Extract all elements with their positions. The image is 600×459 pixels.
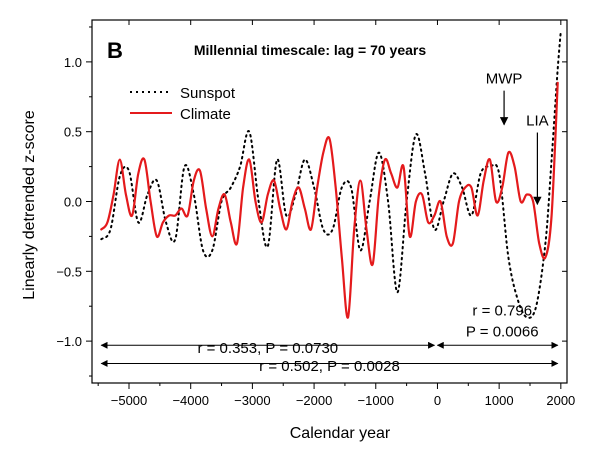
series-line-sunspot (100, 30, 562, 319)
x-tick-label: 2000 (546, 393, 575, 408)
annotation-label: r = 0.353, P = 0.0730 (197, 340, 338, 357)
annotation-label: P = 0.0066 (466, 323, 539, 340)
x-tick-label: 1000 (485, 393, 514, 408)
y-tick-label: −1.0 (56, 334, 82, 349)
series-layer (100, 30, 562, 319)
x-tick-label: 0 (434, 393, 441, 408)
chart-title: Millennial timescale: lag = 70 years (194, 42, 426, 58)
y-axis-label: Linearly detrended z-score (21, 110, 38, 300)
panel-label: B (107, 38, 123, 63)
legend-climate-label: Climate (180, 106, 231, 123)
y-tick-label: 0.0 (64, 195, 82, 210)
x-tick-label: −4000 (172, 393, 209, 408)
annotation-label: r = 0.502, P = 0.0028 (259, 358, 400, 375)
x-tick-label: −3000 (234, 393, 271, 408)
y-tick-label: 1.0 (64, 55, 82, 70)
x-tick-label: −1000 (358, 393, 395, 408)
annotation-label: MWP (486, 71, 523, 88)
annotation-label: r = 0.796 (472, 302, 532, 319)
x-tick-label: −5000 (111, 393, 148, 408)
axes-layer: −5000 −4000 −3000 −2000 −1000 0 1000 2000 −1.0 −0… (56, 19, 575, 408)
annotation-layer: MWP LIA r = 0.353, P = 0.0730 r = 0.796 P = … (100, 71, 559, 375)
legend-sunspot-label: Sunspot (180, 85, 236, 102)
x-tick-label: −2000 (296, 393, 333, 408)
x-axis-label: Calendar year (290, 425, 391, 442)
series-line-climate (100, 81, 559, 319)
y-tick-label: −0.5 (56, 264, 82, 279)
legend: Sunspot Climate (130, 85, 236, 123)
y-tick-label: 0.5 (64, 125, 82, 140)
annotation-label: LIA (526, 113, 549, 130)
